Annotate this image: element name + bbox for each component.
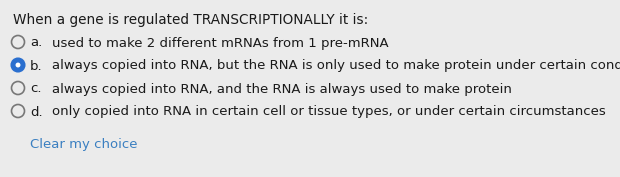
Text: only copied into RNA in certain cell or tissue types, or under certain circumsta: only copied into RNA in certain cell or … [52,105,606,118]
Text: always copied into RNA, but the RNA is only used to make protein under certain c: always copied into RNA, but the RNA is o… [52,59,620,73]
Ellipse shape [12,104,25,118]
Text: d.: d. [30,105,43,118]
Text: always copied into RNA, and the RNA is always used to make protein: always copied into RNA, and the RNA is a… [52,82,512,96]
Text: Clear my choice: Clear my choice [30,138,138,151]
Text: When a gene is regulated TRANSCRIPTIONALLY it is:: When a gene is regulated TRANSCRIPTIONAL… [13,13,368,27]
Text: used to make 2 different mRNAs from 1 pre-mRNA: used to make 2 different mRNAs from 1 pr… [52,36,389,50]
Text: b.: b. [30,59,43,73]
Ellipse shape [12,59,25,72]
Ellipse shape [12,81,25,95]
Text: c.: c. [30,82,42,96]
Text: a.: a. [30,36,42,50]
Ellipse shape [12,36,25,48]
Ellipse shape [16,62,20,67]
